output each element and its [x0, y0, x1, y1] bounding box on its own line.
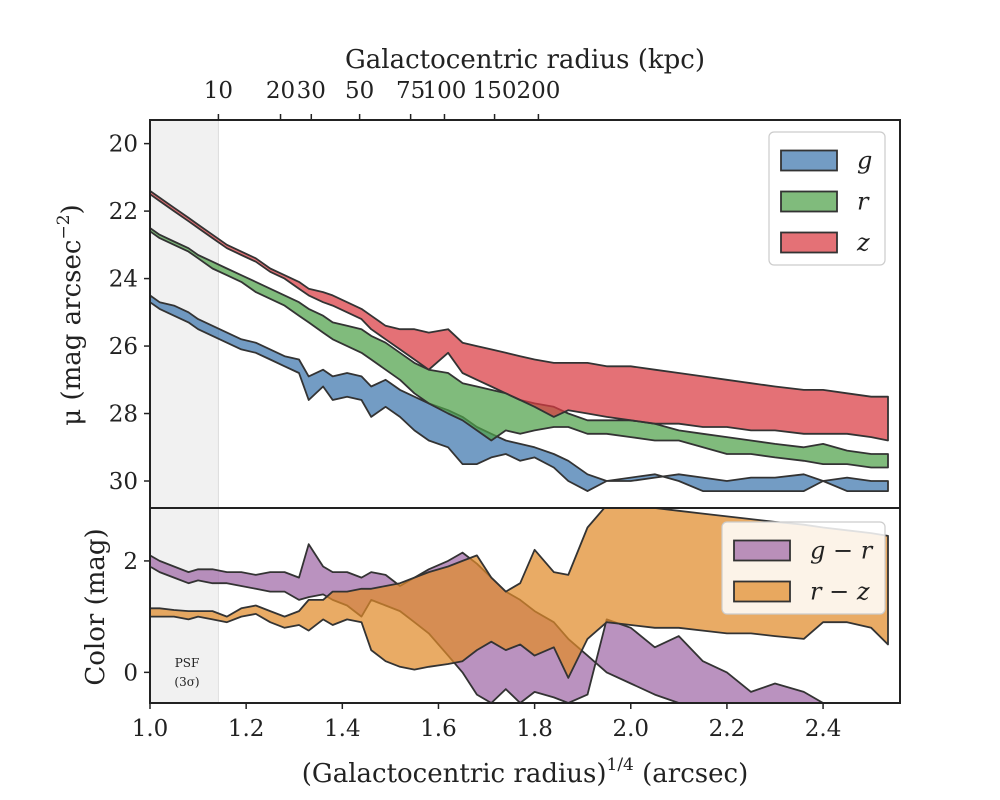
top-ytick-label: 26 — [109, 334, 138, 360]
bottom-panel-frame — [149, 507, 901, 704]
bottom-xtick-label: 2.2 — [709, 716, 746, 742]
bottom-xtick-label: 2.4 — [805, 716, 842, 742]
top-xtick-label: 30 — [297, 78, 326, 104]
top-xtick-label: 20 — [266, 78, 295, 104]
bottom-ytick-label: 0 — [123, 660, 138, 686]
top-xtick-label: 200 — [516, 78, 560, 104]
bottom-xtick-label: 1.6 — [420, 716, 457, 742]
top-ytick-label: 30 — [109, 469, 138, 495]
bottom-xtick-label: 1.0 — [132, 716, 169, 742]
legend-swatch — [780, 190, 838, 213]
legend-swatch — [733, 580, 791, 603]
bottom-yaxis-label: Color (mag) — [81, 528, 111, 685]
psf-label-line1: PSF — [175, 656, 200, 670]
top-xaxis-label: Galactocentric radius (kpc) — [345, 45, 705, 75]
legend-swatch — [733, 539, 791, 562]
bottom-xtick-label: 1.8 — [516, 716, 553, 742]
legend-label: r − z — [810, 578, 870, 606]
band-r — [150, 227, 889, 469]
top-ytick-label: 28 — [109, 402, 138, 428]
bottom-ytick-label: 2 — [123, 549, 138, 575]
legend-swatch — [780, 231, 838, 254]
top-ytick-label: 20 — [109, 132, 138, 158]
band-g — [150, 294, 889, 492]
top-xtick-label: 150 — [473, 78, 517, 104]
top-xtick-label: 100 — [423, 78, 467, 104]
top-xtick-label: 50 — [345, 78, 374, 104]
legend-label: g — [857, 147, 872, 175]
legend-swatch — [780, 149, 838, 172]
color-panel: 0 2 1.0 1.2 1.4 1.6 1.8 2.0 2.2 2.4 g − r r − z PS… — [123, 507, 901, 742]
top-ytick-label: 24 — [109, 267, 138, 293]
legend-label: r — [857, 188, 870, 216]
top-xtick-label: 10 — [204, 78, 233, 104]
band-r-z — [150, 508, 889, 679]
legend-label: g − r — [810, 537, 874, 565]
bottom-xaxis-label: (Galactocentric radius)1/4 (arcsec) — [302, 755, 748, 789]
bottom-xtick-label: 2.0 — [612, 716, 649, 742]
top-ytick-label: 22 — [109, 199, 138, 225]
bottom-xtick-label: 1.4 — [324, 716, 361, 742]
band-z — [150, 190, 889, 442]
bottom-xtick-label: 1.2 — [228, 716, 265, 742]
psf-label-line2: (3σ) — [174, 675, 199, 689]
top-xtick-label: 75 — [396, 78, 425, 104]
legend-label: z — [856, 229, 870, 257]
psf-shaded-region-bottom — [150, 508, 219, 703]
top-yaxis-label: μ (mag arcsec−2) — [54, 204, 87, 425]
